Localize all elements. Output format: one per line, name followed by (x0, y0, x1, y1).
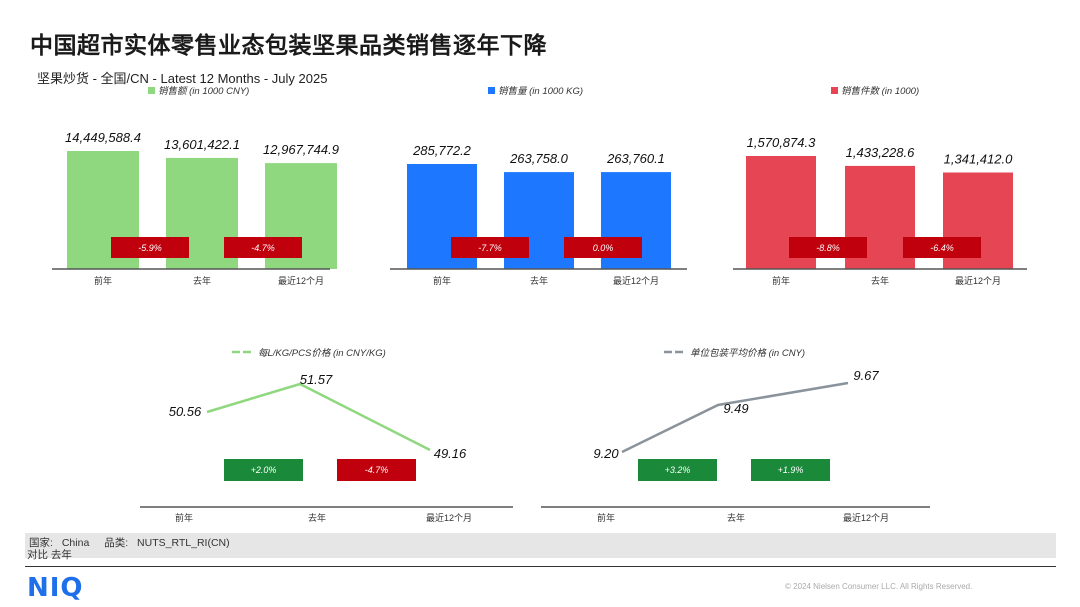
x-tick-label: 前年 (772, 275, 790, 286)
legend-label: 销售件数 (in 1000) (841, 86, 919, 97)
footer-filter-box (25, 533, 1056, 558)
x-tick-label: 去年 (308, 512, 326, 523)
change-badge-label: -4.7% (365, 465, 389, 475)
legend-label: 单位包装平均价格 (in CNY) (690, 347, 805, 359)
change-badge-label: -7.7% (478, 243, 502, 253)
change-badge (224, 459, 303, 481)
data-label: 1,570,874.3 (747, 135, 816, 150)
change-badge (451, 237, 529, 258)
data-label: 50.56 (169, 404, 202, 419)
change-badge-label: -6.4% (930, 243, 954, 253)
country-value: China (61, 537, 90, 549)
legend-swatch (831, 87, 838, 94)
x-tick-label: 去年 (530, 275, 548, 286)
x-tick-label: 去年 (727, 512, 745, 523)
x-tick-label: 前年 (94, 275, 112, 286)
legend-label: 销售额 (in 1000 CNY) (158, 86, 249, 97)
niq-logo: NIQ (27, 573, 84, 603)
charts-canvas: 销售额 (in 1000 CNY) 14,449,588.4 前年 13,601,42… (52, 86, 1027, 523)
data-label: 263,758.0 (509, 151, 569, 166)
change-badge (564, 237, 642, 258)
legend-swatch (148, 87, 155, 94)
change-badge (638, 459, 717, 481)
x-tick-label: 去年 (193, 275, 211, 286)
change-badge-label: 0.0% (593, 243, 614, 253)
series-line (206, 382, 431, 452)
x-tick-label: 前年 (597, 512, 615, 523)
change-badge-label: +3.2% (665, 465, 691, 475)
data-label: 9.20 (593, 446, 619, 461)
change-badge-label: +1.9% (778, 465, 804, 475)
category-value: NUTS_RTL_RI(CN) (137, 537, 230, 549)
country-label: 国家: (29, 537, 53, 549)
x-tick-label: 前年 (175, 512, 193, 523)
change-badge (903, 237, 981, 258)
x-tick-label: 去年 (871, 275, 889, 286)
x-tick-label: 最近12个月 (426, 512, 472, 523)
page-title: 中国超市实体零售业态包装坚果品类销售逐年下降 (30, 32, 547, 58)
x-tick-label: 前年 (433, 275, 451, 286)
change-badge (789, 237, 867, 258)
data-label: 1,433,228.6 (846, 145, 915, 160)
change-badge (337, 459, 416, 481)
change-badge (111, 237, 189, 258)
category-label: 品类: (104, 537, 129, 549)
change-badge-label: +2.0% (251, 465, 277, 475)
change-badge (751, 459, 830, 481)
legend-label: 每L/KG/PCS价格 (in CNY/KG) (258, 347, 386, 359)
footer-divider (25, 566, 1056, 567)
data-label: 263,760.1 (606, 151, 665, 166)
series-line (621, 381, 849, 454)
footer-compare: 对比 去年 (27, 549, 72, 561)
data-label: 49.16 (434, 446, 467, 461)
data-label: 51.57 (300, 372, 333, 387)
data-label: 9.67 (853, 368, 879, 383)
data-label: 285,772.2 (412, 143, 472, 158)
data-label: 9.49 (723, 401, 748, 416)
data-label: 12,967,744.9 (263, 142, 339, 157)
legend-swatch (488, 87, 495, 94)
data-label: 14,449,588.4 (65, 130, 141, 145)
change-badge-label: -8.8% (816, 243, 840, 253)
change-badge (224, 237, 302, 258)
data-label: 13,601,422.1 (164, 137, 240, 152)
legend-label: 销售量 (in 1000 KG) (498, 86, 583, 97)
x-tick-label: 最近12个月 (955, 275, 1001, 286)
change-badge-label: -4.7% (251, 243, 275, 253)
data-label: 1,341,412.0 (944, 152, 1013, 167)
x-tick-label: 最近12个月 (278, 275, 324, 286)
copyright: © 2024 Nielsen Consumer LLC. All Rights … (785, 582, 973, 591)
page-subtitle: 坚果炒货 - 全国/CN - Latest 12 Months - July 2… (37, 71, 328, 86)
x-tick-label: 最近12个月 (843, 512, 889, 523)
change-badge-label: -5.9% (138, 243, 162, 253)
footer-filters: 国家: China 品类: NUTS_RTL_RI(CN) (29, 535, 230, 550)
x-tick-label: 最近12个月 (613, 275, 659, 286)
